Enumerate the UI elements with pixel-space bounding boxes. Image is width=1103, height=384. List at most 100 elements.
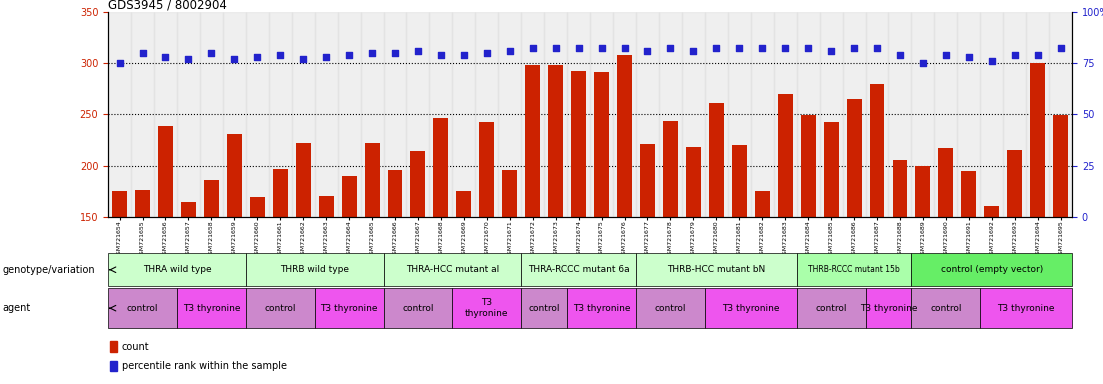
Point [960, 54, 977, 60]
Point [318, 54, 335, 60]
Bar [595, 72, 609, 371]
Text: T3 thyronine: T3 thyronine [572, 304, 630, 313]
Bar [640, 144, 655, 371]
Point [914, 60, 932, 66]
Text: T3 thyronine: T3 thyronine [320, 304, 378, 313]
Text: control (empty vector): control (empty vector) [941, 265, 1043, 274]
Point [295, 56, 312, 62]
Text: percentile rank within the sample: percentile rank within the sample [121, 361, 287, 371]
Bar [522, 288, 567, 328]
Point [1006, 51, 1024, 58]
Bar [911, 253, 1072, 286]
Point [271, 51, 289, 58]
Text: control: control [815, 304, 847, 313]
Bar [108, 12, 131, 217]
Bar [452, 288, 522, 328]
Bar [181, 202, 196, 371]
Point [822, 48, 839, 54]
Bar [548, 65, 564, 371]
Bar [522, 12, 544, 217]
Point [180, 56, 197, 62]
Point [730, 45, 748, 51]
Bar [934, 12, 957, 217]
Point [1029, 51, 1047, 58]
Bar [544, 12, 567, 217]
Bar [314, 12, 338, 217]
Bar [410, 151, 426, 371]
Bar [892, 161, 908, 371]
Bar [705, 12, 728, 217]
Text: T3 thyronine: T3 thyronine [859, 304, 918, 313]
Bar [915, 166, 931, 371]
Point [456, 51, 473, 58]
Bar [751, 12, 773, 217]
Point [133, 50, 151, 56]
Bar [457, 191, 471, 371]
Bar [1026, 12, 1049, 217]
Point [110, 60, 128, 66]
Bar [1049, 12, 1072, 217]
Bar [686, 147, 700, 371]
Point [248, 54, 266, 60]
Bar [567, 12, 590, 217]
Bar [296, 143, 311, 371]
Text: control: control [528, 304, 560, 313]
Bar [113, 191, 127, 371]
Bar [246, 288, 314, 328]
Bar [843, 12, 866, 217]
Point [891, 51, 909, 58]
Point [868, 45, 886, 51]
Bar [525, 65, 540, 371]
Point [157, 54, 174, 60]
Bar [158, 126, 173, 371]
Point [386, 50, 404, 56]
Bar [617, 55, 632, 371]
Bar [773, 12, 796, 217]
Bar [962, 171, 976, 371]
Bar [754, 191, 770, 371]
Bar [796, 253, 911, 286]
Point [845, 45, 863, 51]
Bar [911, 12, 934, 217]
Text: THRB wild type: THRB wild type [280, 265, 350, 274]
Bar [957, 12, 981, 217]
Bar [911, 288, 981, 328]
Bar [291, 12, 314, 217]
Bar [246, 12, 269, 217]
Bar [869, 84, 885, 371]
Bar [108, 253, 246, 286]
Text: control: control [127, 304, 158, 313]
Text: T3 thyronine: T3 thyronine [997, 304, 1054, 313]
Bar [110, 341, 117, 352]
Text: T3 thyronine: T3 thyronine [722, 304, 780, 313]
Bar [269, 12, 291, 217]
Bar [658, 12, 682, 217]
Bar [728, 12, 751, 217]
Point [501, 48, 518, 54]
Bar [571, 71, 586, 371]
Text: THRB-HCC mutant bN: THRB-HCC mutant bN [667, 265, 765, 274]
Point [203, 50, 221, 56]
Point [409, 48, 427, 54]
Point [478, 50, 495, 56]
Bar [365, 143, 379, 371]
Bar [889, 12, 911, 217]
Bar [731, 145, 747, 371]
Point [1052, 45, 1070, 51]
Bar [407, 12, 429, 217]
Bar [176, 288, 246, 328]
Bar [200, 12, 223, 217]
Text: THRA-RCCC mutant 6a: THRA-RCCC mutant 6a [528, 265, 630, 274]
Point [685, 48, 703, 54]
Bar [384, 12, 407, 217]
Text: control: control [655, 304, 686, 313]
Text: control: control [930, 304, 962, 313]
Text: agent: agent [2, 303, 31, 313]
Point [363, 50, 381, 56]
Bar [801, 115, 815, 371]
Bar [1007, 150, 1022, 371]
Bar [338, 12, 361, 217]
Bar [110, 361, 117, 371]
Bar [249, 197, 265, 371]
Point [800, 45, 817, 51]
